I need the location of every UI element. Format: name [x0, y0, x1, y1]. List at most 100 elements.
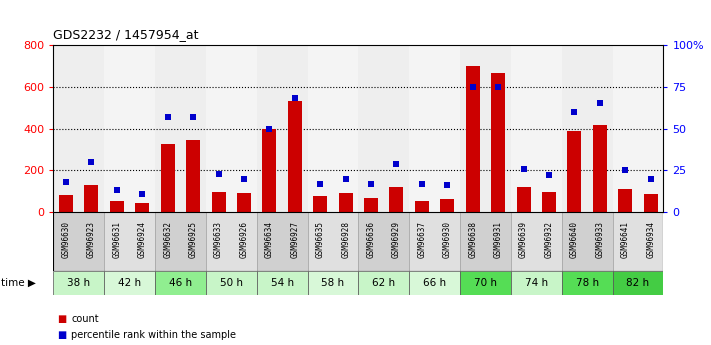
Text: GSM96633: GSM96633 — [214, 221, 223, 258]
Bar — [593, 125, 606, 212]
Bar — [186, 140, 200, 212]
Text: 38 h: 38 h — [67, 278, 90, 288]
Bar — [491, 73, 505, 212]
Bar — [562, 45, 612, 212]
Bar — [409, 45, 460, 212]
Bar — [307, 45, 358, 212]
Bar — [619, 189, 632, 212]
Text: count: count — [71, 314, 99, 324]
Bar — [510, 271, 562, 295]
Bar — [104, 45, 155, 212]
Bar — [613, 271, 663, 295]
Bar — [510, 212, 562, 271]
Bar — [135, 203, 149, 212]
Bar — [53, 212, 663, 271]
Bar — [542, 192, 556, 212]
Text: GSM96638: GSM96638 — [469, 221, 477, 258]
Bar — [104, 212, 155, 271]
Text: GSM96636: GSM96636 — [367, 221, 375, 258]
Text: GSM96925: GSM96925 — [188, 221, 198, 258]
Bar — [612, 45, 663, 212]
Text: 42 h: 42 h — [118, 278, 141, 288]
Text: GSM96637: GSM96637 — [417, 221, 427, 258]
Bar — [53, 271, 104, 295]
Text: GSM96933: GSM96933 — [595, 221, 604, 258]
Text: GSM96928: GSM96928 — [341, 221, 350, 258]
Text: 78 h: 78 h — [575, 278, 599, 288]
Bar — [410, 212, 460, 271]
Bar — [206, 45, 257, 212]
Bar — [288, 101, 301, 212]
Text: GSM96931: GSM96931 — [493, 221, 503, 258]
Text: 54 h: 54 h — [270, 278, 294, 288]
Bar — [460, 45, 510, 212]
Bar — [262, 128, 277, 212]
Text: 62 h: 62 h — [372, 278, 395, 288]
Bar — [85, 185, 98, 212]
Bar — [53, 45, 104, 212]
Bar — [206, 212, 257, 271]
Text: GSM96924: GSM96924 — [138, 221, 146, 258]
Text: GSM96930: GSM96930 — [443, 221, 451, 258]
Bar — [161, 144, 175, 212]
Text: GSM96934: GSM96934 — [646, 221, 655, 258]
Text: GSM96641: GSM96641 — [621, 221, 630, 258]
Bar — [257, 212, 307, 271]
Text: GSM96932: GSM96932 — [545, 221, 553, 258]
Bar — [53, 212, 104, 271]
Text: 50 h: 50 h — [220, 278, 242, 288]
Bar — [104, 271, 155, 295]
Bar — [257, 45, 307, 212]
Text: GDS2232 / 1457954_at: GDS2232 / 1457954_at — [53, 28, 199, 41]
Bar — [307, 271, 358, 295]
Bar — [390, 187, 403, 212]
Bar — [358, 271, 410, 295]
Bar — [59, 195, 73, 212]
Bar — [155, 271, 206, 295]
Text: GSM96630: GSM96630 — [62, 221, 70, 258]
Bar — [110, 201, 124, 212]
Bar — [466, 66, 480, 212]
Bar — [562, 271, 613, 295]
Bar — [155, 212, 206, 271]
Text: GSM96923: GSM96923 — [87, 221, 96, 258]
Bar — [415, 201, 429, 212]
Bar — [358, 45, 409, 212]
Text: 66 h: 66 h — [423, 278, 447, 288]
Bar — [206, 271, 257, 295]
Text: percentile rank within the sample: percentile rank within the sample — [71, 331, 236, 340]
Bar — [410, 271, 460, 295]
Bar — [155, 45, 205, 212]
Text: GSM96631: GSM96631 — [112, 221, 122, 258]
Text: 74 h: 74 h — [525, 278, 548, 288]
Text: time ▶: time ▶ — [1, 278, 36, 288]
Text: GSM96635: GSM96635 — [316, 221, 325, 258]
Text: ■: ■ — [57, 314, 66, 324]
Bar — [440, 199, 454, 212]
Bar — [338, 193, 353, 212]
Bar — [307, 212, 358, 271]
Text: 58 h: 58 h — [321, 278, 345, 288]
Text: GSM96927: GSM96927 — [290, 221, 299, 258]
Text: ■: ■ — [57, 331, 66, 340]
Text: GSM96929: GSM96929 — [392, 221, 401, 258]
Text: GSM96634: GSM96634 — [265, 221, 274, 258]
Bar — [212, 192, 225, 212]
Bar — [510, 45, 562, 212]
Bar — [257, 271, 307, 295]
Bar — [358, 212, 410, 271]
Bar — [460, 212, 510, 271]
Bar — [562, 212, 613, 271]
Bar — [517, 187, 530, 212]
Text: GSM96926: GSM96926 — [240, 221, 248, 258]
Bar — [237, 193, 251, 212]
Text: GSM96632: GSM96632 — [164, 221, 172, 258]
Bar — [364, 198, 378, 212]
Bar — [613, 212, 663, 271]
Bar — [314, 197, 327, 212]
Bar — [643, 194, 658, 212]
Text: GSM96640: GSM96640 — [570, 221, 579, 258]
Bar — [567, 131, 582, 212]
Text: 46 h: 46 h — [169, 278, 192, 288]
Text: 70 h: 70 h — [474, 278, 497, 288]
